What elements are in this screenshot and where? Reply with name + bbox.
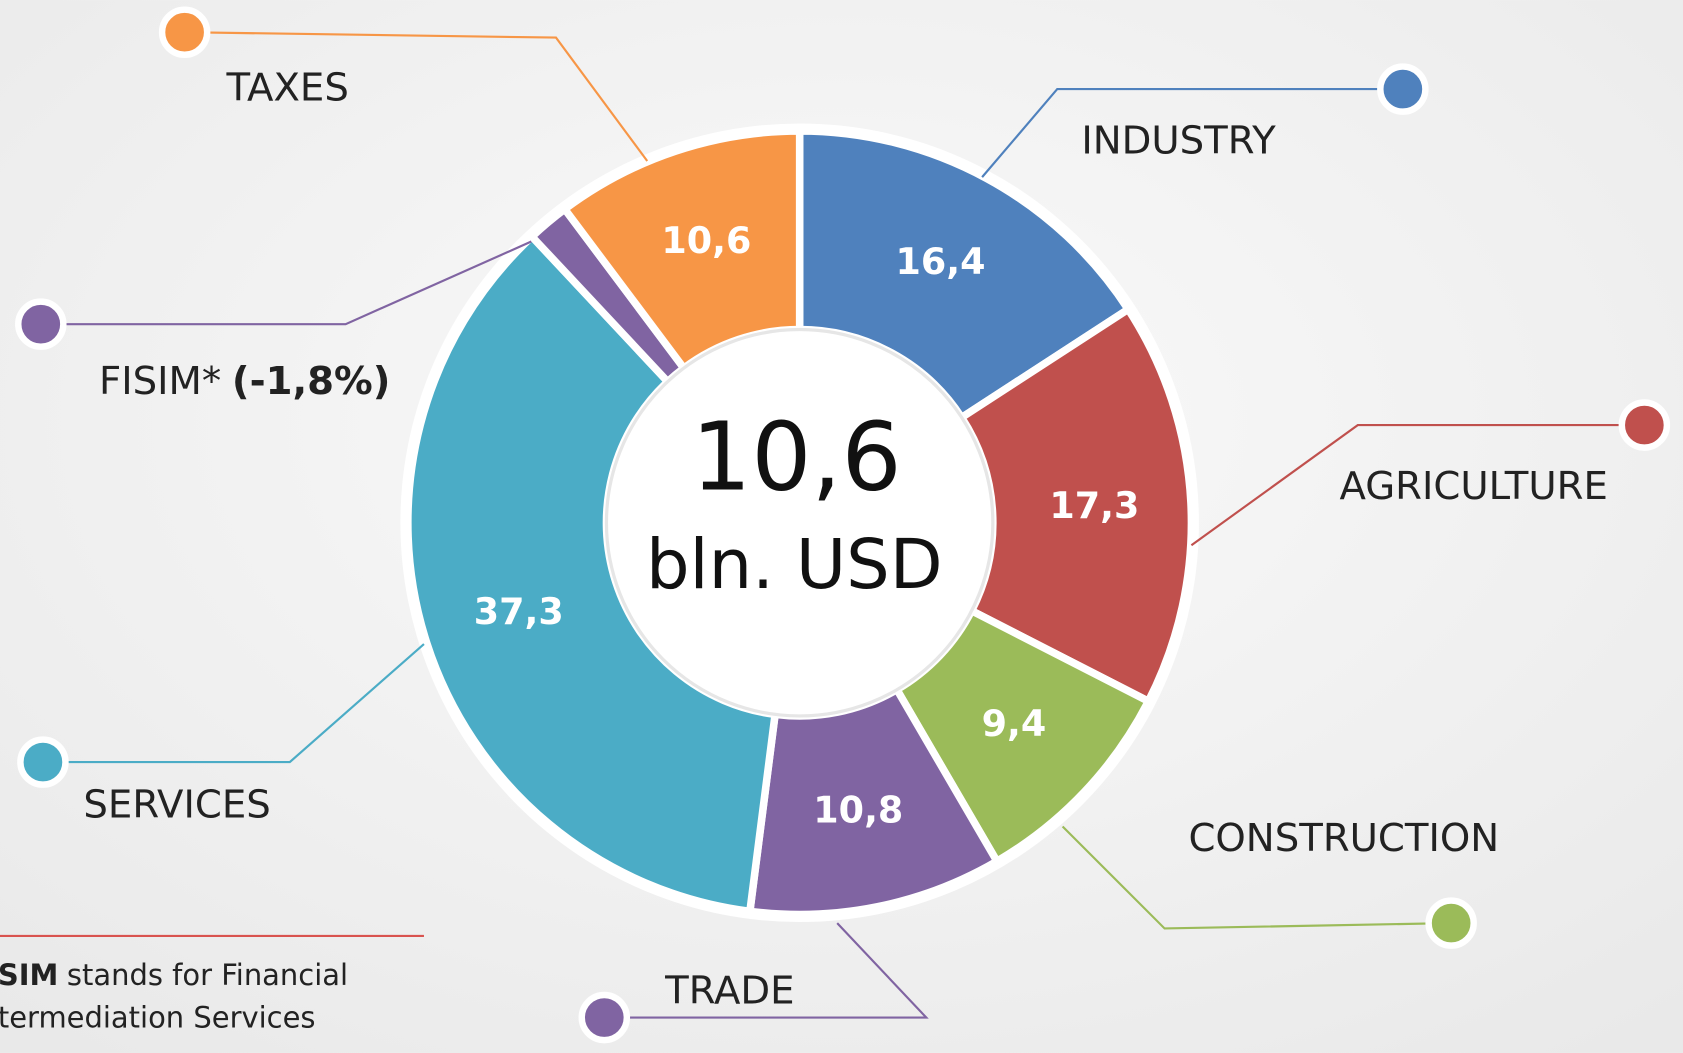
- category-label: CONSTRUCTION: [1188, 816, 1499, 861]
- category-name: FISIM*: [99, 359, 221, 404]
- category-label: FISIM* (-1,8%): [99, 359, 390, 404]
- value-label: (-1,8%): [232, 359, 390, 404]
- leader-line: [1061, 825, 1452, 930]
- label-dot: [15, 298, 67, 350]
- donut-hole: [604, 327, 995, 718]
- leader-line: [42, 643, 425, 764]
- category-label: TRADE: [664, 968, 794, 1013]
- label-dot: [1425, 897, 1477, 949]
- category-label: TAXES: [225, 66, 348, 111]
- leader-line: [604, 922, 929, 1019]
- value-label: 10,6: [661, 219, 751, 262]
- center-unit: bln. USD: [646, 525, 943, 605]
- leader-line: [981, 88, 1403, 178]
- category-label: INDUSTRY: [1081, 118, 1276, 163]
- label-dot: [1618, 399, 1671, 451]
- label-dot: [1377, 63, 1429, 115]
- footnote-term: SIM: [0, 958, 58, 992]
- footnote-line: SIM stands for Financial: [0, 958, 348, 992]
- category-label: SERVICES: [83, 783, 270, 828]
- label-dot: [158, 6, 211, 58]
- label-dot: [17, 736, 69, 788]
- value-label: 9,4: [982, 702, 1047, 745]
- value-label: 16,4: [895, 240, 985, 283]
- footnote-text: stands for Financial: [67, 958, 348, 992]
- leader-line: [184, 31, 649, 162]
- value-label: 37,3: [474, 590, 564, 633]
- center-value: 10,6: [691, 403, 901, 513]
- leader-line: [1190, 423, 1645, 547]
- category-label: AGRICULTURE: [1339, 464, 1607, 509]
- slices: [404, 127, 1196, 919]
- value-label: 10,8: [813, 789, 903, 832]
- value-label: 17,3: [1049, 484, 1139, 527]
- leader-line: [40, 240, 532, 326]
- label-dot: [578, 991, 631, 1044]
- footnote-line: termediation Services: [0, 1001, 316, 1035]
